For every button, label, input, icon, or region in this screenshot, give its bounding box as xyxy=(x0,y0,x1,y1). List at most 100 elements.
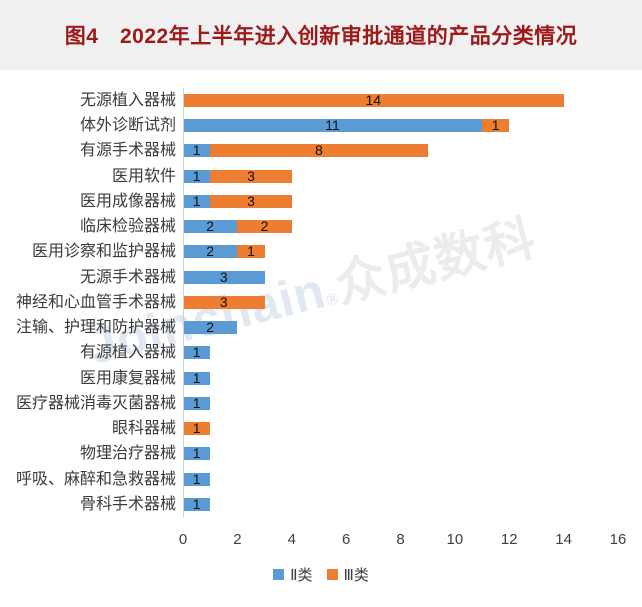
data-label: 2 xyxy=(260,218,269,235)
data-label: 14 xyxy=(365,92,382,108)
x-axis-tick-labels: 0 2 4 6 8 10 12 14 16 xyxy=(0,531,642,549)
legend: Ⅱ类 Ⅲ类 xyxy=(0,564,642,585)
bar-segment-class3: 1 xyxy=(183,420,211,437)
bar-segment-class2: 1 xyxy=(183,167,211,184)
bar-row: 呼吸、麻醉和急救器械 1 xyxy=(0,467,642,492)
category-label: 医疗器械消毒灭菌器械 xyxy=(15,394,176,412)
bar-track: 3 xyxy=(183,265,618,290)
x-tick-label: 16 xyxy=(609,531,627,548)
data-label: 2 xyxy=(206,218,215,235)
x-tick-label: 6 xyxy=(341,531,351,548)
bar-row: 注输、护理和防护器械 2 xyxy=(0,315,642,340)
bar-segment-class2: 3 xyxy=(183,268,265,285)
bar-segment-class2: 2 xyxy=(183,319,238,336)
bar-track: 2 xyxy=(183,315,618,340)
category-label: 物理治疗器械 xyxy=(79,445,176,463)
category-label: 有源手术器械 xyxy=(79,142,176,160)
x-tick-label: 14 xyxy=(555,531,572,548)
category-label: 体外诊断试剂 xyxy=(79,117,176,135)
bar-row: 医用康复器械 1 xyxy=(0,366,642,391)
x-tick-label: 2 xyxy=(233,531,242,548)
bar-segment-class3: 1 xyxy=(482,118,510,133)
category-label: 有源植入器械 xyxy=(79,344,176,362)
category-label: 神经和心血管手术器械 xyxy=(15,293,176,311)
bar-segment-class3: 14 xyxy=(183,92,564,108)
category-label: 无源植入器械 xyxy=(79,92,176,109)
category-label: 无源手术器械 xyxy=(79,268,176,286)
bar-track: 1 xyxy=(183,441,618,466)
bar-row: 无源手术器械 3 xyxy=(0,265,642,290)
legend-label: Ⅱ类 xyxy=(290,567,313,584)
category-label: 注输、护理和防护器械 xyxy=(15,319,176,337)
bar-segment-class3: 1 xyxy=(237,244,265,259)
x-tick-label: 8 xyxy=(396,531,405,548)
data-label: 3 xyxy=(247,192,255,209)
bar-segment-class2: 1 xyxy=(183,194,211,208)
bar-row: 医用成像器械 1 3 xyxy=(0,189,642,214)
bar-track: 1 xyxy=(183,416,618,441)
legend-item: Ⅲ类 xyxy=(326,564,369,585)
data-label: 1 xyxy=(192,394,201,411)
bar-row: 骨科手术器械 1 xyxy=(0,492,642,517)
category-label: 骨科手术器械 xyxy=(79,495,176,513)
bar-segment-class2: 2 xyxy=(183,243,238,260)
data-label: 3 xyxy=(219,268,228,285)
bar-row: 体外诊断试剂 11 1 xyxy=(0,113,642,138)
data-label: 1 xyxy=(192,445,201,462)
data-label: 3 xyxy=(219,293,228,310)
category-label: 呼吸、麻醉和急救器械 xyxy=(15,470,176,488)
x-tick-label: 4 xyxy=(287,531,296,548)
data-label: 1 xyxy=(192,369,201,386)
data-label: 1 xyxy=(192,167,201,184)
bar-track: 3 xyxy=(183,290,618,315)
bar-segment-class3: 3 xyxy=(210,192,292,209)
bar-segment-class2: 1 xyxy=(183,394,211,411)
bar-segment-class2: 1 xyxy=(183,143,211,158)
bar-segment-class2: 1 xyxy=(183,369,211,386)
bar-track: 1 xyxy=(183,366,618,391)
category-label: 医用成像器械 xyxy=(79,192,176,210)
bar-track: 11 1 xyxy=(183,113,618,138)
bar-track: 1 xyxy=(183,467,618,492)
bar-row: 医用诊察和监护器械 2 1 xyxy=(0,239,642,264)
legend-swatch-icon xyxy=(273,569,285,580)
figure-title: 图4 2022年上半年进入创新审批通道的产品分类情况 xyxy=(64,25,578,48)
bar-segment-class2: 1 xyxy=(183,344,211,361)
bar-row: 医用软件 1 3 xyxy=(0,164,642,189)
category-label: 眼科器械 xyxy=(111,420,176,438)
bar-segment-class3: 3 xyxy=(183,293,265,310)
category-label: 医用软件 xyxy=(111,167,176,185)
bar-row: 有源植入器械 1 xyxy=(0,340,642,365)
bar-segment-class3: 3 xyxy=(210,169,292,183)
bar-segment-class2: 1 xyxy=(183,495,211,512)
legend-swatch-icon xyxy=(326,569,338,580)
x-tick-label: 0 xyxy=(178,531,188,548)
bar-track: 1 xyxy=(183,492,618,517)
bar-segment-class2: 1 xyxy=(183,445,211,462)
y-axis-line xyxy=(183,88,184,517)
bar-rows: 无源植入器械 14 体外诊断试剂 11 1 有源手术器械 1 8 医用软件 1 3 医用成像器械 1 3 临… xyxy=(0,88,642,517)
figure-title-band: 图4 2022年上半年进入创新审批通道的产品分类情况 xyxy=(0,0,642,70)
data-label: 2 xyxy=(206,243,215,260)
category-label: 医用诊察和监护器械 xyxy=(31,243,176,261)
bar-row: 物理治疗器械 1 xyxy=(0,441,642,466)
data-label: 2 xyxy=(206,319,215,336)
bar-segment-class3: 2 xyxy=(237,218,292,235)
bar-row: 临床检验器械 2 2 xyxy=(0,214,642,239)
data-label: 1 xyxy=(192,470,201,487)
bar-segment-class2: 2 xyxy=(183,218,238,235)
data-label: 1 xyxy=(192,344,201,361)
data-label: 1 xyxy=(192,420,201,437)
bar-track: 14 xyxy=(183,88,618,113)
legend-item: Ⅱ类 xyxy=(273,564,313,585)
bar-row: 眼科器械 1 xyxy=(0,416,642,441)
category-label: 医用康复器械 xyxy=(79,369,176,387)
bar-segment-class2: 1 xyxy=(183,470,211,487)
category-label: 临床检验器械 xyxy=(79,218,176,236)
data-label: 1 xyxy=(192,495,201,512)
data-label: 11 xyxy=(325,117,340,134)
